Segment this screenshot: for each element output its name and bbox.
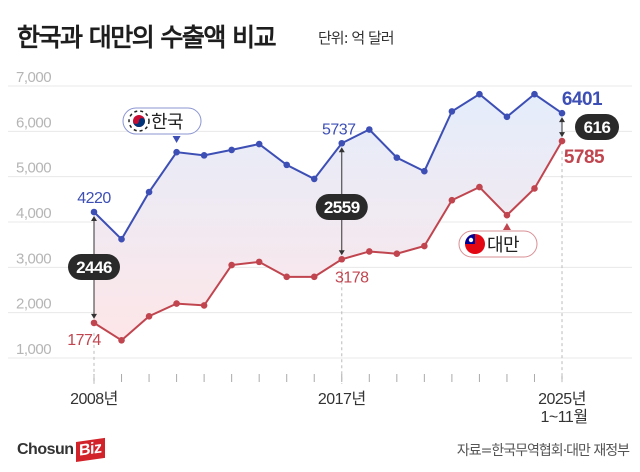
korea-point	[228, 146, 235, 154]
y-tick-label: 4,000	[16, 205, 51, 222]
korea-point	[173, 148, 180, 156]
south-korea-flag-icon	[133, 118, 145, 127]
taiwan-value-label: 1774	[67, 332, 101, 349]
gap-badge-label: 2559	[324, 198, 360, 217]
unit-label: 단위: 억 달러	[318, 29, 395, 47]
taiwan-point	[200, 302, 208, 309]
gap-arrow-head	[91, 313, 97, 319]
korea-point	[118, 235, 125, 243]
x-tick-label: 2008년	[70, 390, 118, 408]
korea-value-label: 4220	[77, 190, 111, 207]
x-tick-sublabel: 1~11월	[540, 408, 587, 426]
taiwan-point	[118, 337, 125, 344]
korea-point	[145, 188, 153, 196]
taiwan-point	[228, 261, 235, 269]
taiwan-point	[145, 312, 153, 320]
korea-value-label: 5737	[322, 121, 356, 138]
korea-point	[476, 90, 483, 98]
gap-arrow-head	[559, 117, 566, 123]
chosunbiz-logo: Chosun Biz	[17, 437, 105, 463]
y-tick-label: 3,000	[16, 250, 51, 267]
korea-point	[283, 161, 291, 169]
taiwan-point	[338, 255, 346, 263]
taiwan-point	[448, 196, 456, 204]
taiwan-point	[476, 183, 483, 191]
gap-arrow-head	[559, 132, 566, 138]
y-tick-label: 2,000	[16, 296, 51, 313]
korea-point	[531, 90, 538, 98]
source-note: 자료=한국무역협회·대만 재정부	[456, 443, 630, 459]
x-tick-label: 2025년	[538, 390, 586, 408]
taiwan-legend-pointer	[502, 223, 511, 230]
x-tick-label: 2017년	[318, 390, 366, 408]
korea-legend-pointer	[172, 136, 181, 143]
korea-point	[90, 208, 98, 216]
gap-arrow-head	[91, 216, 97, 222]
korea-point	[503, 113, 511, 121]
korea-point	[255, 140, 263, 148]
taiwan-point	[421, 242, 428, 250]
taiwan-point	[366, 248, 373, 255]
y-tick-label: 6,000	[16, 114, 51, 131]
taiwan-point	[283, 273, 291, 281]
taiwan-flag-icon	[468, 237, 474, 243]
taiwan-point	[393, 250, 401, 258]
taiwan-point	[255, 258, 263, 266]
chart-title: 한국과 대만의 수출액 비교	[17, 23, 277, 52]
korea-point	[366, 126, 373, 133]
y-tick-label: 5,000	[16, 160, 51, 177]
taiwan-value-label: 3178	[335, 269, 369, 286]
korea-value-label: 6401	[562, 89, 603, 110]
taiwan-point	[173, 300, 180, 307]
taiwan-point	[90, 319, 98, 327]
korea-point	[558, 109, 566, 117]
korea-point	[448, 108, 456, 115]
taiwan-legend-label: 대만	[487, 235, 519, 255]
korea-point	[200, 152, 208, 159]
y-tick-label: 7,000	[16, 69, 51, 86]
korea-point	[393, 154, 401, 161]
korea-legend-label: 한국	[151, 112, 183, 132]
gap-badge-label: 616	[584, 118, 611, 137]
korea-point	[310, 175, 318, 183]
korea-point	[421, 167, 428, 175]
taiwan-point	[503, 211, 511, 219]
gap-badge	[575, 114, 620, 140]
korea-line	[93, 92, 563, 241]
gap-badge-label: 2446	[76, 258, 112, 277]
korea-point	[338, 139, 346, 147]
taiwan-point	[310, 273, 318, 281]
gap-arrow-head	[338, 250, 345, 256]
taiwan-value-label: 5785	[564, 147, 605, 168]
gap-arrow-head	[338, 147, 345, 153]
y-tick-label: 1,000	[16, 341, 51, 358]
gap-badge	[68, 254, 120, 280]
taiwan-point	[558, 137, 566, 145]
taiwan-point	[531, 185, 538, 192]
gap-badge	[315, 194, 368, 220]
taiwan-line	[93, 140, 563, 342]
